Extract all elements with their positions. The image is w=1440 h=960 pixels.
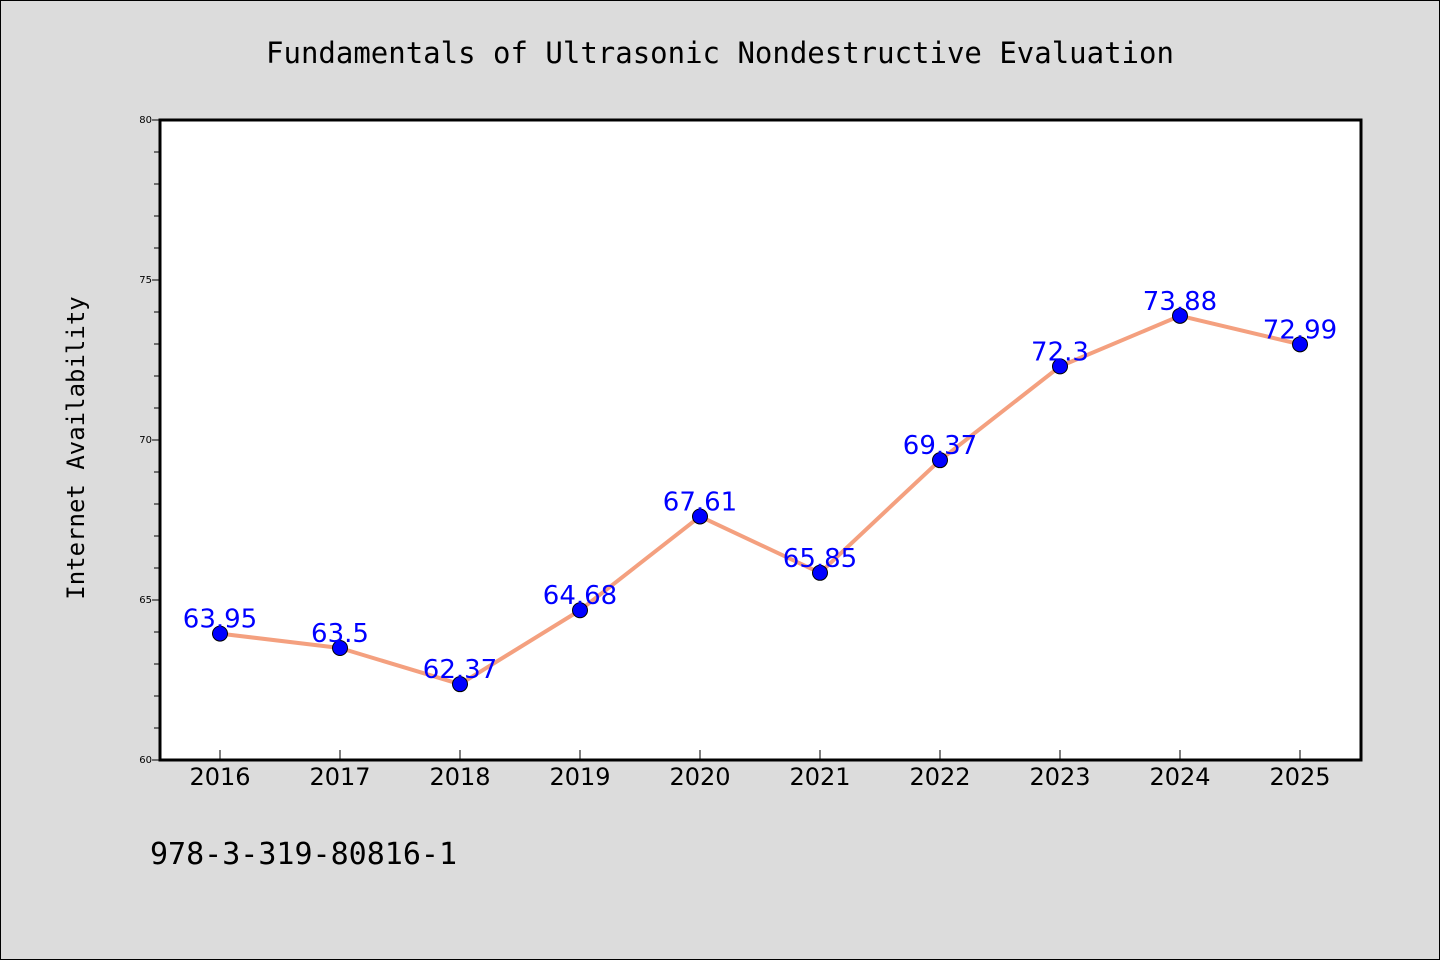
data-points: [212, 307, 1308, 693]
x-tick-label: 2023: [1029, 763, 1090, 791]
x-tick-label: 2021: [789, 763, 850, 791]
data-point: [1172, 307, 1188, 324]
data-point: [692, 508, 708, 525]
y-tick-label: 65: [139, 595, 152, 606]
x-tick-label: 2016: [189, 763, 250, 791]
y-axis-label: Internet Availability: [62, 296, 90, 599]
y-tick-label: 75: [139, 275, 152, 286]
x-tick-label: 2018: [429, 763, 490, 791]
data-label: 65.85: [783, 544, 857, 574]
x-tick-label: 2017: [309, 763, 370, 791]
y-tick-label: 70: [139, 435, 152, 446]
chart-title: Fundamentals of Ultrasonic Nondestructiv…: [266, 36, 1174, 70]
data-label: 62.37: [423, 655, 497, 685]
data-point: [1052, 358, 1068, 375]
data-point: [212, 625, 228, 642]
data-label: 72.3: [1031, 337, 1089, 367]
y-tick-label: 80: [139, 115, 152, 126]
data-point: [812, 564, 828, 581]
data-point: [1292, 336, 1308, 353]
data-label: 69.37: [903, 431, 977, 461]
x-tick-label: 2022: [909, 763, 970, 791]
data-label: 72.99: [1263, 315, 1337, 345]
data-label: 63.95: [183, 605, 257, 635]
data-label: 67.61: [663, 487, 737, 517]
data-label: 63.5: [311, 619, 369, 649]
x-tick-label: 2020: [669, 763, 730, 791]
y-tick-label: 60: [139, 755, 152, 766]
x-tick-label: 2025: [1269, 763, 1330, 791]
y-axis: 60 65 70 75 80: [139, 115, 160, 766]
data-label: 73.88: [1143, 287, 1217, 317]
x-tick-label: 2024: [1149, 763, 1210, 791]
series-line: [219, 313, 1301, 687]
isbn-footer: 978-3-319-80816-1: [150, 837, 457, 872]
data-point: [452, 676, 468, 693]
plot-area: [158, 118, 1363, 762]
x-axis: 2016 2017 2018 2019 2020 2021 2022 2023 2024 2025: [189, 750, 1331, 791]
x-tick-label: 2019: [549, 763, 610, 791]
data-point: [572, 602, 588, 619]
data-point: [332, 640, 348, 656]
data-label: 64.68: [543, 581, 617, 611]
data-point: [932, 452, 948, 469]
data-labels: 63.95 63.5 62.37 64.68 67.61 65.85 69.37 72.3 73…: [183, 287, 1337, 685]
